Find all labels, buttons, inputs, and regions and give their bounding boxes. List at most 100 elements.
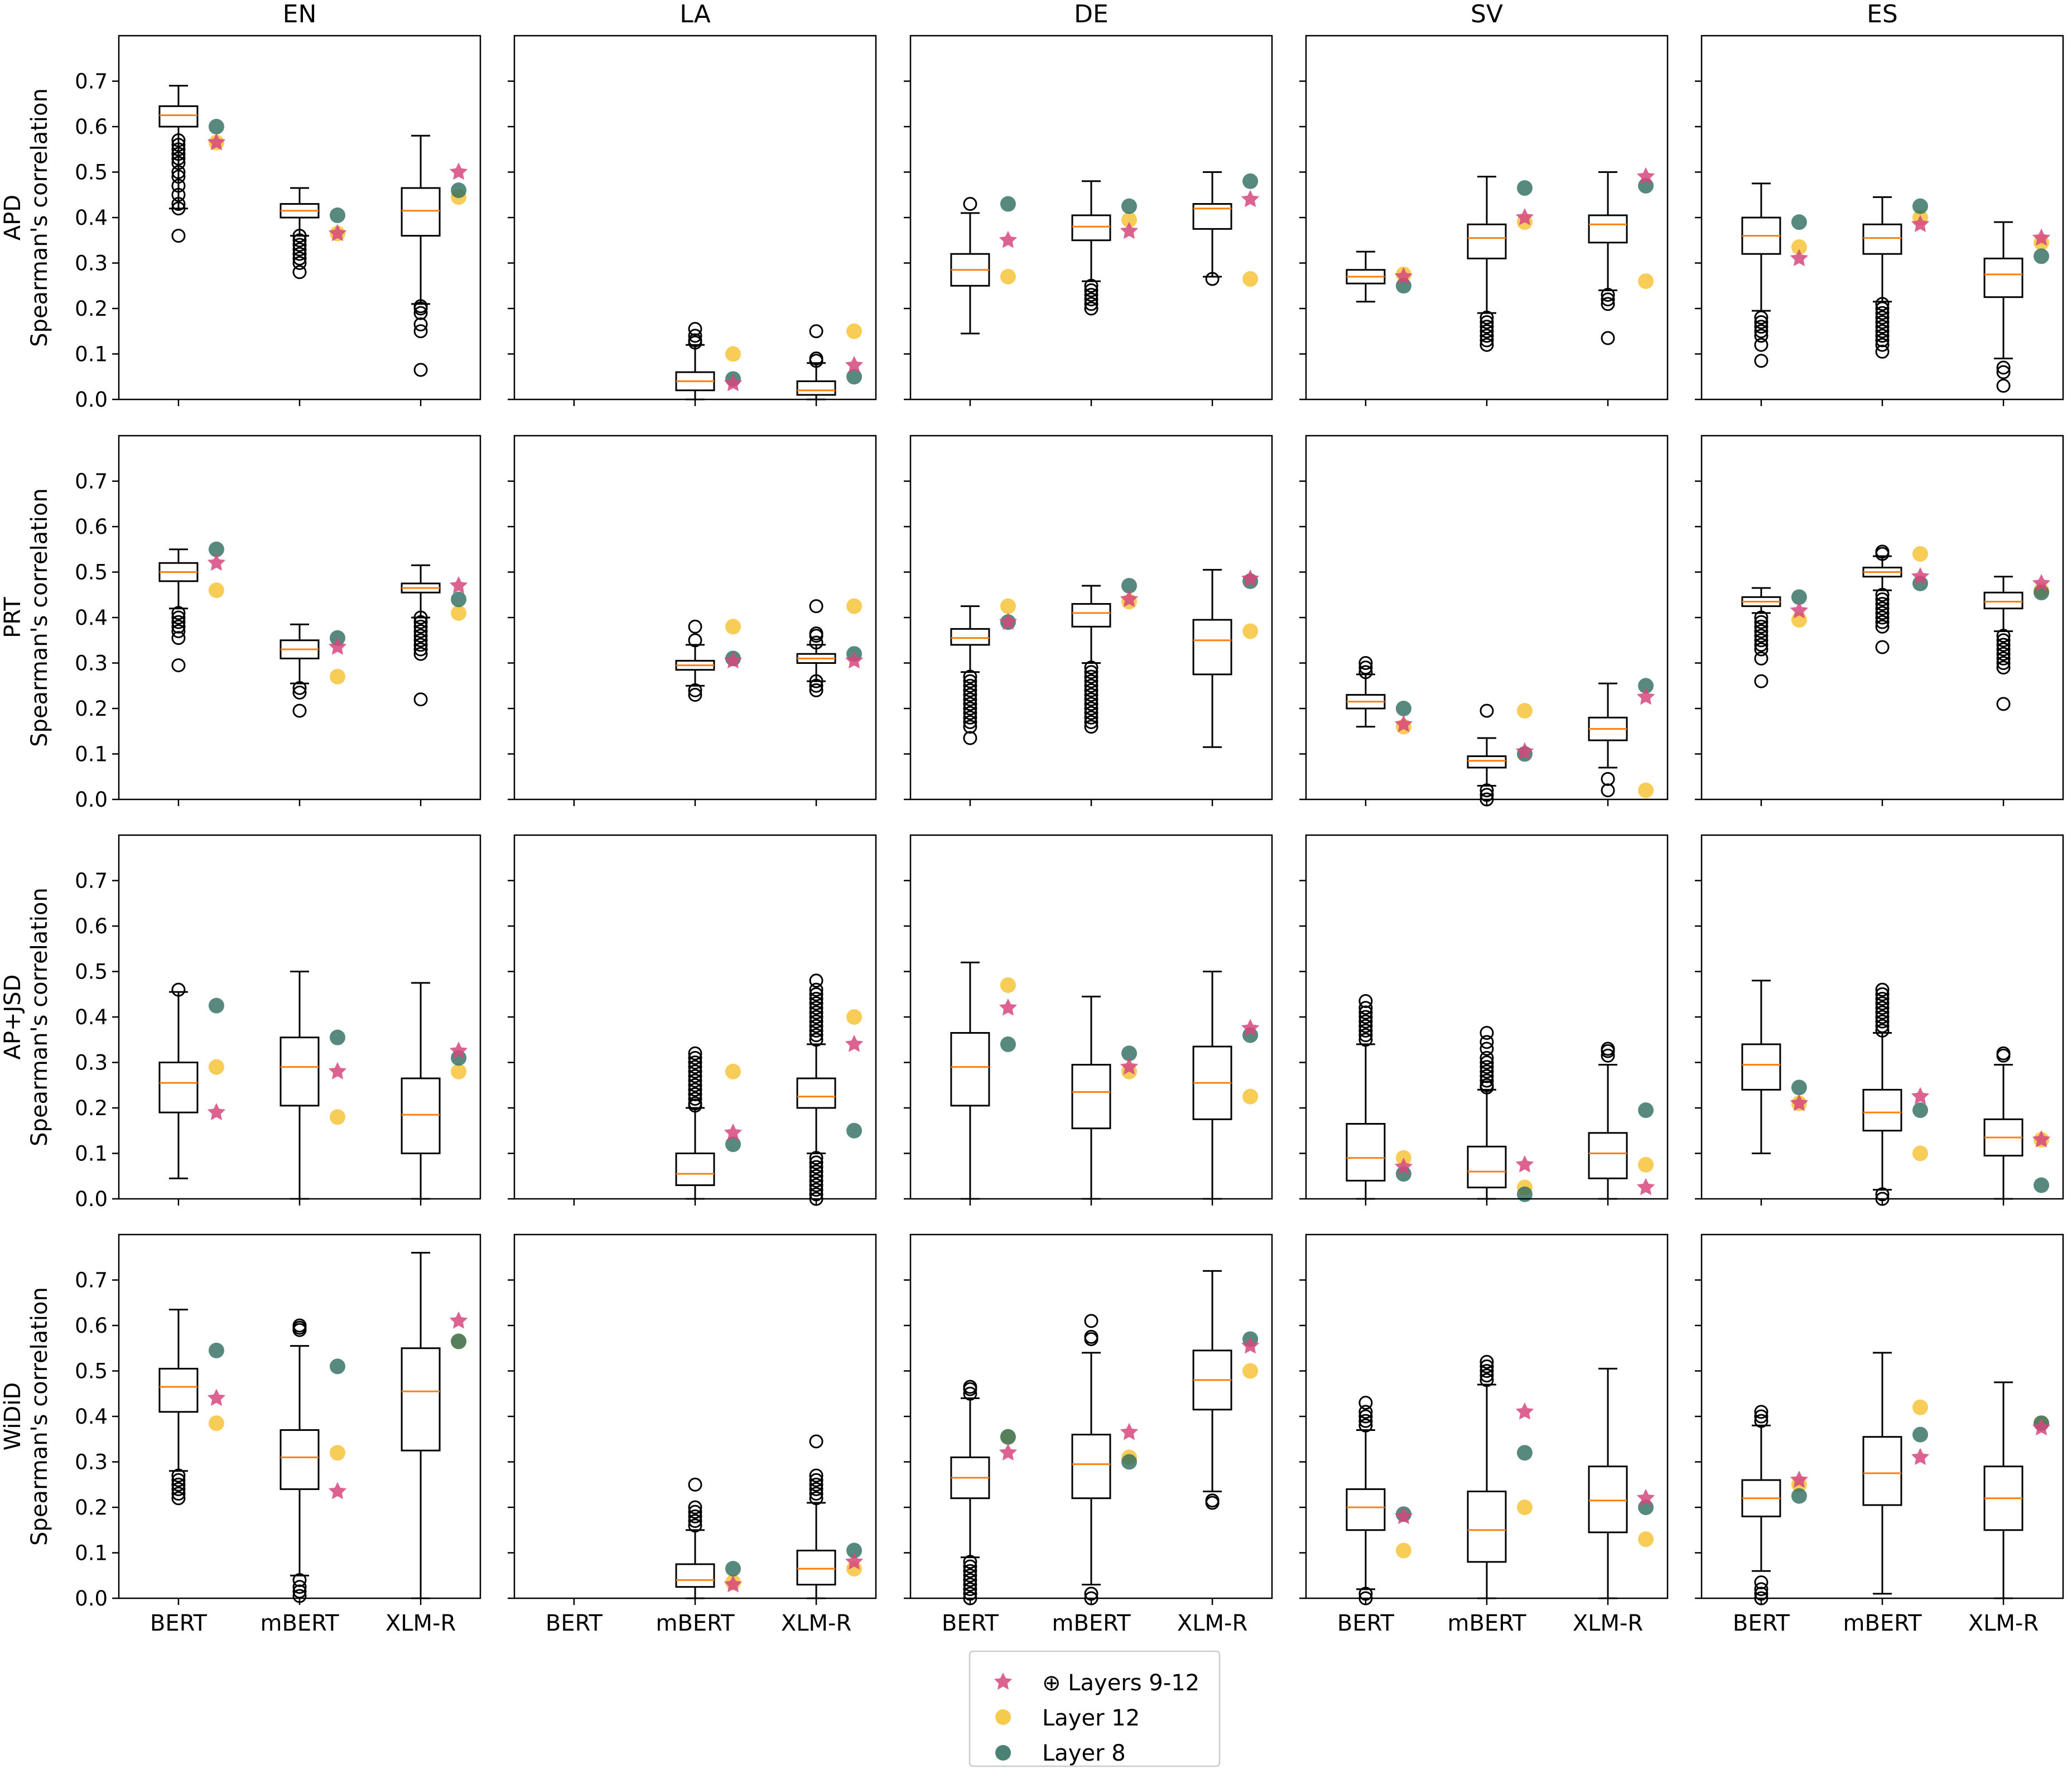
outlier-point: [809, 674, 823, 688]
layer8-marker: [1791, 1488, 1807, 1504]
outlier-point: [809, 1151, 823, 1165]
outlier-point: [413, 624, 428, 638]
outlier-point: [1084, 1329, 1098, 1344]
outlier-point: [1480, 1055, 1494, 1069]
y-tick-label: 0.3: [75, 1450, 108, 1474]
layer8-marker: [208, 1342, 224, 1358]
outlier-point: [1084, 683, 1098, 697]
outlier-point: [413, 647, 428, 661]
row-label: WiDiD: [0, 1382, 26, 1451]
layer8-marker: [1638, 1102, 1654, 1119]
outlier-point: [1601, 1048, 1615, 1063]
outlier-point: [413, 299, 428, 314]
layer8-marker: [2034, 1177, 2050, 1193]
layer8-marker: [1121, 577, 1137, 594]
outlier-point: [688, 1087, 702, 1102]
box: [1862, 1088, 1902, 1132]
outlier-point: [1754, 1414, 1769, 1428]
outlier-point: [1480, 1042, 1494, 1056]
outlier-point: [292, 256, 307, 270]
layer12-marker: [1395, 1542, 1411, 1559]
outlier-point: [413, 638, 428, 652]
panel-frame: [118, 35, 481, 401]
layer12-marker: [1638, 1156, 1654, 1173]
row-label: APD: [0, 195, 26, 240]
outlier-point: [809, 991, 823, 1006]
star-marker: [1636, 1178, 1655, 1195]
panel: BERT mBERT XLM-R: [508, 1233, 877, 1636]
layer8-marker: [1517, 180, 1533, 196]
outlier-point: [688, 1046, 702, 1060]
y-tick-label: 0.2: [75, 1096, 108, 1120]
outlier-point: [1996, 629, 2011, 643]
outlier-point: [1358, 994, 1373, 1008]
outlier-point: [688, 1518, 702, 1533]
box: [1467, 1145, 1507, 1189]
panel: ES: [1695, 0, 2064, 406]
outlier-point: [292, 251, 307, 266]
x-tick-label: XLM-R: [1573, 1611, 1643, 1636]
outlier-point: [809, 1023, 823, 1038]
panel-frame: [513, 834, 877, 1200]
column-title: SV: [1471, 0, 1503, 28]
outlier-point: [1358, 1587, 1373, 1601]
layer8-marker: [846, 1122, 862, 1139]
y-tick-label: 0.0: [75, 788, 108, 812]
outlier-point: [1996, 651, 2011, 666]
outlier-point: [688, 1060, 702, 1074]
outlier-point: [1084, 692, 1098, 707]
box: [1588, 214, 1628, 244]
outlier-point: [688, 329, 702, 343]
outlier-point: [963, 720, 977, 734]
star-marker: [1120, 1423, 1139, 1440]
outlier-point: [1084, 1587, 1098, 1601]
outlier-point: [688, 1064, 702, 1079]
layer12-marker: [725, 1063, 741, 1079]
outlier-point: [292, 229, 307, 243]
legend-layer12-label: Layer 12: [1042, 1705, 1140, 1731]
panel: BERT mBERT XLM-R: [1299, 1233, 1669, 1636]
x-tick-label: mBERT: [1052, 1611, 1131, 1636]
outlier-point: [1754, 633, 1769, 648]
layer12-marker: [330, 668, 345, 684]
outlier-point: [1754, 1587, 1769, 1601]
outlier-point: [809, 1183, 823, 1197]
outlier-point: [963, 1578, 977, 1592]
outlier-point: [1996, 633, 2011, 648]
outlier-point: [413, 642, 428, 657]
outlier-point: [809, 1160, 823, 1174]
outlier-point: [1358, 665, 1373, 679]
layer12-marker: [208, 1059, 224, 1075]
panel-frame: [1700, 834, 2064, 1200]
outlier-point: [809, 987, 823, 1001]
outlier-point: [1996, 697, 2011, 711]
outlier-point: [1875, 1001, 1890, 1015]
panel-frame: [513, 35, 877, 401]
outlier-point: [1084, 288, 1098, 302]
y-tick-label: 0.3: [75, 252, 108, 276]
layer12-marker: [208, 582, 224, 599]
outlier-point: [171, 147, 186, 161]
star-marker: [328, 1062, 347, 1079]
outlier-point: [1875, 619, 1890, 634]
outlier-point: [1084, 697, 1098, 711]
y-axis-label: Spearman's correlation: [27, 888, 52, 1146]
x-tick-label: mBERT: [656, 1611, 735, 1636]
outlier-point: [688, 619, 702, 634]
outlier-point: [688, 1050, 702, 1065]
box: [796, 380, 836, 396]
outlier-point: [1875, 324, 1890, 339]
column-title: EN: [283, 0, 317, 28]
x-tick-label: mBERT: [1448, 1611, 1527, 1636]
layer8-marker: [846, 1542, 862, 1559]
outlier-point: [171, 138, 186, 152]
layer8-marker: [1912, 1426, 1928, 1443]
layer12-marker: [1000, 977, 1016, 993]
layer8-marker: [1121, 198, 1137, 214]
outlier-point: [809, 626, 823, 641]
outlier-point: [171, 1482, 186, 1496]
x-tick-label: BERT: [1733, 1611, 1790, 1636]
outlier-point: [1754, 329, 1769, 343]
x-tick-label: BERT: [1337, 1611, 1395, 1636]
